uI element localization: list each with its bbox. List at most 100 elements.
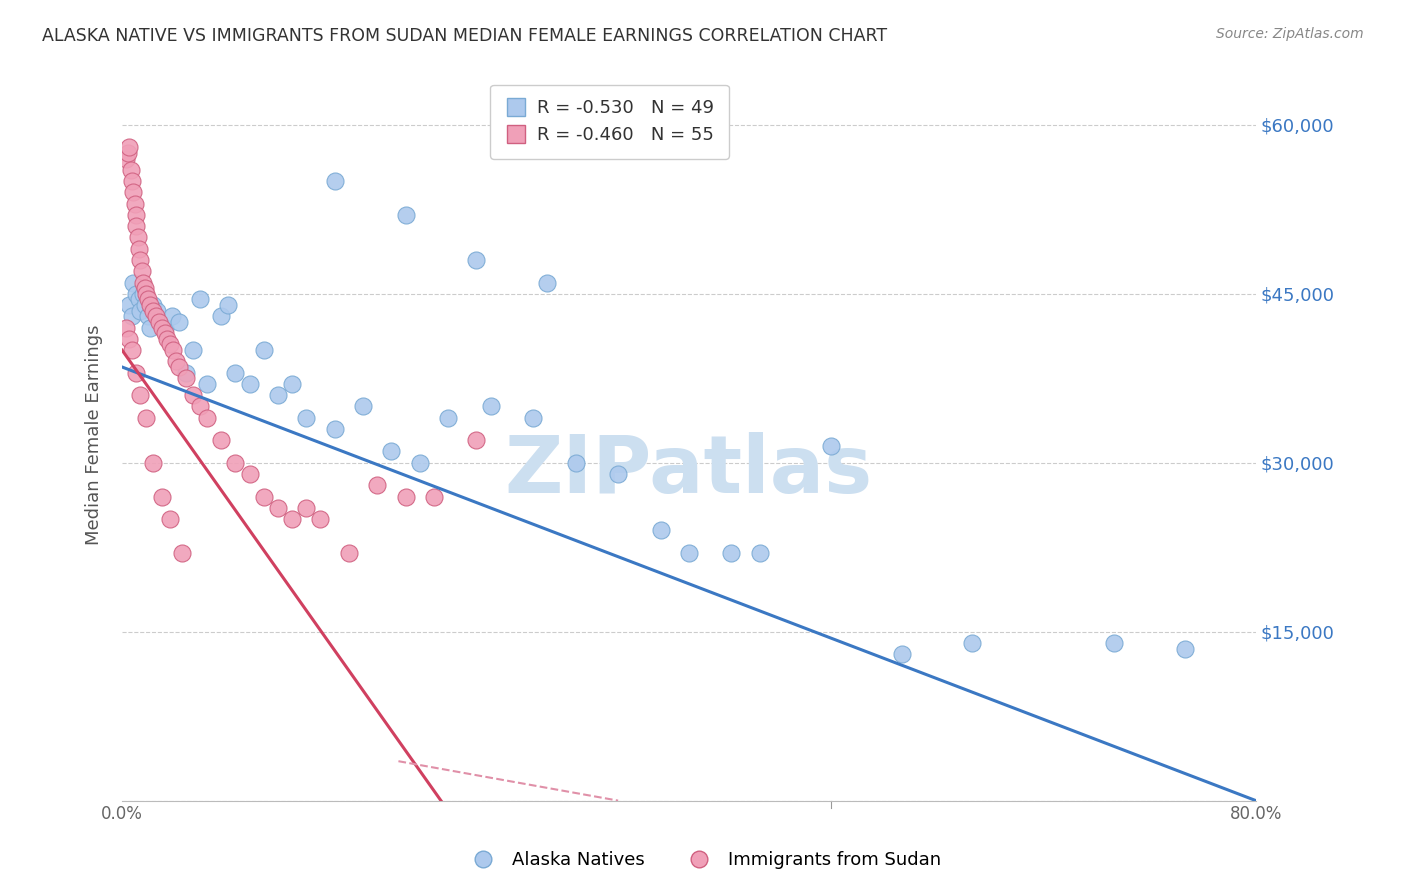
Point [132,286,155,301]
Point [122,276,145,290]
Point [129,388,152,402]
Legend: R = -0.530   N = 49, R = -0.460   N = 55: R = -0.530 N = 49, R = -0.460 N = 55 [491,85,728,159]
Point [267,500,290,515]
Point [128,242,150,256]
Point [607,467,630,481]
Point [748,546,770,560]
Point [115,320,138,334]
Point [135,410,157,425]
Point [159,512,181,526]
Point [564,456,586,470]
Point [174,366,197,380]
Point [408,456,430,470]
Point [188,293,211,307]
Point [366,478,388,492]
Point [125,286,148,301]
Point [167,315,190,329]
Point [160,310,183,324]
Point [150,320,173,334]
Point [337,546,360,560]
Point [128,293,150,307]
Point [118,332,141,346]
Point [678,546,700,560]
Point [125,366,148,380]
Point [142,298,165,312]
Point [142,303,165,318]
Point [479,400,502,414]
Point [423,490,446,504]
Point [465,252,488,267]
Point [122,186,145,200]
Point [536,276,558,290]
Point [150,490,173,504]
Point [650,524,672,538]
Point [890,647,912,661]
Point [224,456,246,470]
Point [394,208,416,222]
Point [165,354,187,368]
Point [121,174,143,188]
Point [380,444,402,458]
Point [148,315,170,329]
Point [156,332,179,346]
Point [129,303,152,318]
Point [394,490,416,504]
Legend: Alaska Natives, Immigrants from Sudan: Alaska Natives, Immigrants from Sudan [456,842,950,879]
Point [1102,636,1125,650]
Point [121,310,143,324]
Point [159,337,181,351]
Point [209,310,232,324]
Point [170,546,193,560]
Point [174,371,197,385]
Point [188,400,211,414]
Point [309,512,332,526]
Point [134,298,156,312]
Point [134,281,156,295]
Point [295,410,318,425]
Point [267,388,290,402]
Point [352,400,374,414]
Point [132,276,155,290]
Point [135,286,157,301]
Point [153,320,176,334]
Point [124,196,146,211]
Point [129,252,152,267]
Point [139,320,162,334]
Point [127,230,149,244]
Point [217,298,239,312]
Point [118,140,141,154]
Point [281,512,304,526]
Point [121,343,143,357]
Point [820,439,842,453]
Point [120,162,142,177]
Point [962,636,984,650]
Point [465,433,488,447]
Point [224,366,246,380]
Text: Source: ZipAtlas.com: Source: ZipAtlas.com [1216,27,1364,41]
Y-axis label: Median Female Earnings: Median Female Earnings [86,325,103,545]
Point [117,146,139,161]
Point [1174,641,1197,656]
Point [162,343,184,357]
Point [720,546,742,560]
Point [115,152,138,166]
Point [323,174,346,188]
Point [323,422,346,436]
Point [281,376,304,391]
Point [195,376,218,391]
Point [125,208,148,222]
Point [118,298,141,312]
Point [136,293,159,307]
Point [167,359,190,374]
Point [153,326,176,341]
Point [181,388,204,402]
Point [145,310,167,324]
Point [131,264,153,278]
Point [136,310,159,324]
Point [125,219,148,234]
Point [522,410,544,425]
Point [239,376,262,391]
Point [195,410,218,425]
Point [142,456,165,470]
Text: ALASKA NATIVE VS IMMIGRANTS FROM SUDAN MEDIAN FEMALE EARNINGS CORRELATION CHART: ALASKA NATIVE VS IMMIGRANTS FROM SUDAN M… [42,27,887,45]
